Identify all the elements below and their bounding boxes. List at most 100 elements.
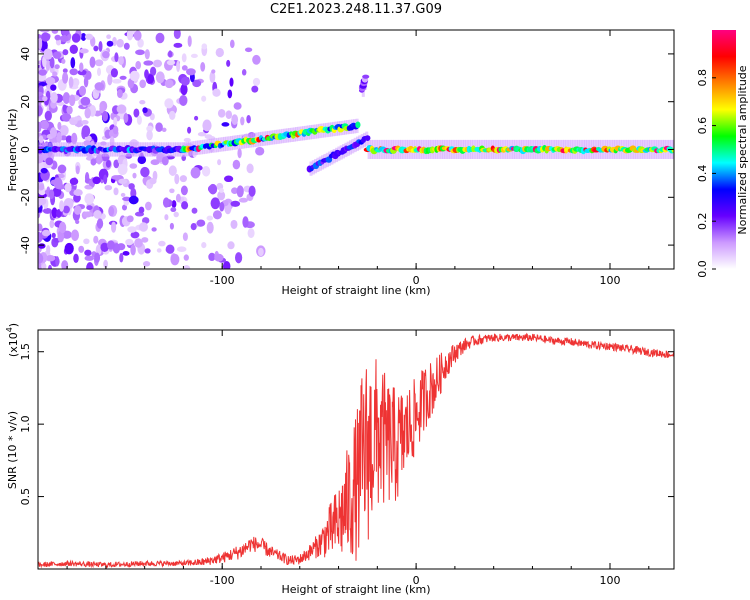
noise-point: [120, 192, 126, 197]
noise-point: [227, 241, 235, 250]
spectrogram-x-axis-title: Height of straight line (km): [281, 284, 430, 297]
noise-point: [84, 249, 92, 256]
y-tick-label: 0: [19, 146, 32, 153]
noise-point: [240, 116, 245, 126]
noise-point: [99, 103, 105, 114]
noise-point: [252, 54, 261, 65]
noise-point: [162, 197, 170, 208]
noise-point: [210, 197, 221, 210]
noise-point: [146, 130, 153, 141]
noise-point: [171, 200, 177, 209]
noise-point: [47, 264, 53, 269]
colorbar-gradient: [712, 30, 736, 269]
snr-y-axis-title: SNR (10 * v/v): [6, 411, 19, 489]
noise-point: [49, 56, 55, 69]
noise-point: [38, 197, 47, 206]
y-tick-label: 1.5: [19, 343, 32, 361]
noise-point: [127, 78, 135, 89]
spectrogram-ticks: -100 0 100 -40 -20 0 20 40: [19, 30, 674, 287]
noise-point: [86, 205, 93, 211]
noise-point: [94, 252, 101, 263]
noise-point: [106, 240, 115, 250]
noise-point: [84, 107, 91, 119]
noise-point: [135, 60, 142, 70]
noise-point: [197, 132, 207, 137]
noise-point: [182, 265, 191, 269]
noise-point: [84, 255, 95, 261]
y-tick-label: 40: [19, 47, 32, 61]
noise-point: [190, 53, 198, 59]
noise-point: [102, 110, 109, 122]
noise-point: [110, 68, 118, 78]
noise-point: [229, 39, 235, 49]
noise-point: [138, 222, 149, 232]
noise-point: [190, 222, 197, 231]
noise-point: [112, 125, 119, 135]
descending-branch-point: [364, 135, 371, 141]
noise-point: [169, 222, 174, 230]
noise-point: [251, 85, 259, 93]
noise-point: [62, 205, 70, 214]
noise-point: [62, 68, 68, 74]
noise-point: [42, 207, 52, 214]
noise-point: [225, 110, 233, 119]
noise-point: [155, 71, 165, 84]
noise-point: [104, 184, 113, 191]
noise-point: [230, 219, 238, 229]
noise-point: [235, 252, 243, 264]
noise-point: [222, 260, 231, 269]
noise-point: [252, 77, 261, 86]
upper-spur-point: [362, 74, 370, 79]
noise-point: [179, 95, 188, 106]
noise-point: [103, 174, 108, 185]
noise-point: [242, 216, 249, 228]
noise-point: [130, 231, 140, 239]
noise-point: [94, 59, 104, 67]
noise-point: [64, 242, 74, 255]
noise-point: [133, 108, 140, 118]
noise-point: [141, 237, 149, 243]
noise-point: [60, 30, 70, 36]
noise-point: [248, 185, 256, 197]
noise-point: [121, 204, 128, 211]
noise-point: [40, 32, 51, 42]
noise-point: [232, 159, 241, 170]
noise-point: [221, 122, 230, 127]
noise-point: [61, 113, 72, 122]
noise-point: [62, 104, 67, 111]
rising-arc-point: [355, 121, 361, 129]
noise-point: [155, 32, 165, 44]
snr-multiplier-close: ): [7, 323, 20, 327]
noise-point: [258, 247, 264, 257]
noise-point: [165, 244, 175, 254]
noise-point: [201, 165, 211, 177]
noise-point: [45, 60, 51, 71]
noise-point: [255, 146, 265, 156]
noise-point: [125, 238, 134, 246]
noise-point: [202, 119, 212, 132]
snr-multiplier-base: (x10: [7, 332, 20, 357]
figure-title: C2E1.2023.248.11.37.G09: [270, 2, 442, 17]
noise-point: [209, 71, 216, 84]
noise-point: [206, 215, 214, 221]
noise-point: [61, 230, 72, 239]
noise-point: [38, 223, 43, 232]
noise-point: [128, 195, 139, 205]
noise-point: [90, 158, 97, 166]
noise-point: [137, 155, 147, 165]
noise-point: [156, 248, 162, 253]
noise-point: [60, 34, 69, 43]
noise-point: [68, 76, 74, 89]
noise-point: [196, 219, 206, 227]
noise-point: [226, 59, 231, 67]
noise-point: [241, 69, 247, 76]
noise-point: [140, 166, 150, 178]
spectrogram-heatmap: [38, 30, 674, 269]
noise-point: [38, 81, 47, 87]
noise-point: [39, 184, 45, 191]
noise-point: [180, 83, 188, 96]
noise-point: [192, 79, 202, 88]
noise-point: [206, 221, 214, 234]
snr-frame: [37, 329, 675, 570]
noise-point: [223, 175, 234, 183]
